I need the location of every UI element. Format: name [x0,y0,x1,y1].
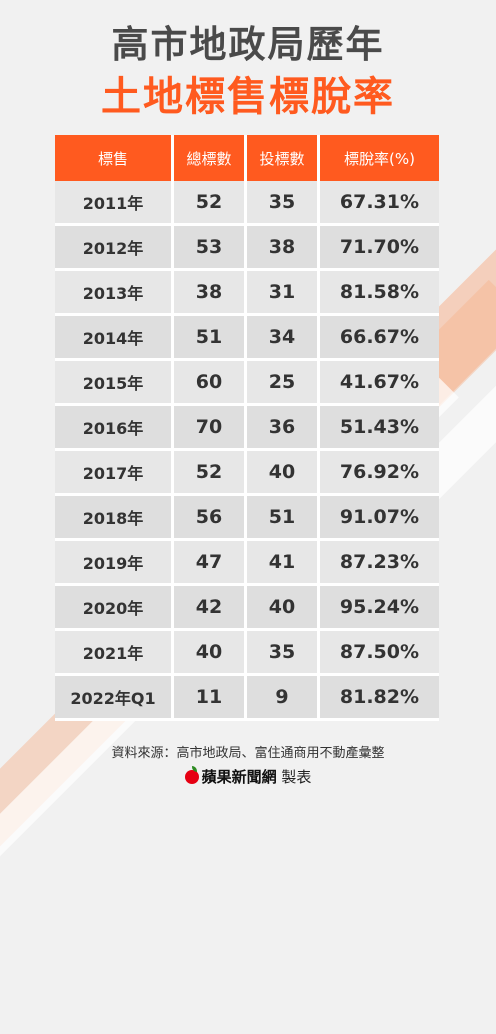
cell-total: 51 [174,316,247,361]
cell-bids: 35 [246,631,320,676]
cell-period: 2022年Q1 [55,676,175,721]
cell-total: 70 [174,406,247,451]
cell-rate: 51.43% [319,406,439,451]
cell-total: 53 [174,226,247,271]
data-table: 標售 總標數 投標數 標脫率(%) 2011年 52 35 67.31% 2012年 53… [55,135,439,721]
cell-bids: 31 [246,271,320,316]
table-row: 2021年 40 35 87.50% [55,631,439,676]
cell-total: 60 [174,361,247,406]
column-header-total: 總標數 [174,135,247,181]
cell-rate: 87.50% [319,631,439,676]
cell-period: 2013年 [55,271,175,316]
cell-bids: 41 [246,541,320,586]
cell-period: 2019年 [55,541,175,586]
cell-bids: 40 [246,586,320,631]
column-header-rate: 標脫率(%) [319,135,439,181]
cell-period: 2012年 [55,226,175,271]
cell-period: 2017年 [55,451,175,496]
cell-bids: 9 [246,676,320,721]
cell-period: 2021年 [55,631,175,676]
page-subtitle: 土地標售標脫率 [101,74,395,120]
apple-logo-icon [184,766,199,784]
cell-rate: 81.58% [319,271,439,316]
cell-rate: 91.07% [319,496,439,541]
cell-rate: 76.92% [319,451,439,496]
cell-rate: 71.70% [319,226,439,271]
table-row: 2015年 60 25 41.67% [55,361,439,406]
table-row: 2022年Q1 11 9 81.82% [55,676,439,721]
table-row: 2018年 56 51 91.07% [55,496,439,541]
cell-total: 56 [174,496,247,541]
cell-rate: 66.67% [319,316,439,361]
table-row: 2016年 70 36 51.43% [55,406,439,451]
cell-rate: 41.67% [319,361,439,406]
cell-total: 47 [174,541,247,586]
cell-period: 2016年 [55,406,175,451]
brand-name: 蘋果新聞網 [201,768,277,786]
cell-bids: 38 [246,226,320,271]
column-header-bids: 投標數 [246,135,320,181]
table-row: 2012年 53 38 71.70% [55,226,439,271]
cell-bids: 34 [246,316,320,361]
cell-period: 2015年 [55,361,175,406]
column-header-sale: 標售 [55,135,175,181]
source-note: 資料來源：高市地政局、富住通商用不動產彙整 [111,746,385,761]
page-title: 高市地政局歷年 [111,23,385,66]
table-row: 2019年 47 41 87.23% [55,541,439,586]
cell-bids: 25 [246,361,320,406]
cell-period: 2020年 [55,586,175,631]
made-by-label: 製表 [281,768,312,786]
cell-total: 42 [174,586,247,631]
cell-total: 11 [174,676,247,721]
cell-bids: 40 [246,451,320,496]
cell-bids: 35 [246,181,320,226]
cell-period: 2018年 [55,496,175,541]
table-row: 2013年 38 31 81.58% [55,271,439,316]
table-body: 2011年 52 35 67.31% 2012年 53 38 71.70% 2013年 38 31 8… [55,181,439,721]
cell-bids: 51 [246,496,320,541]
cell-period: 2011年 [55,181,175,226]
table-row: 2011年 52 35 67.31% [55,181,439,226]
table-row: 2014年 51 34 66.67% [55,316,439,361]
table-row: 2017年 52 40 76.92% [55,451,439,496]
cell-rate: 95.24% [319,586,439,631]
table-row: 2020年 42 40 95.24% [55,586,439,631]
table-header-row: 標售 總標數 投標數 標脫率(%) [55,135,439,181]
cell-rate: 81.82% [319,676,439,721]
cell-total: 52 [174,181,247,226]
cell-total: 38 [174,271,247,316]
cell-bids: 36 [246,406,320,451]
cell-rate: 67.31% [319,181,439,226]
cell-rate: 87.23% [319,541,439,586]
cell-period: 2014年 [55,316,175,361]
cell-total: 40 [174,631,247,676]
brand-credit: 蘋果新聞網 製表 [0,766,496,787]
cell-total: 52 [174,451,247,496]
